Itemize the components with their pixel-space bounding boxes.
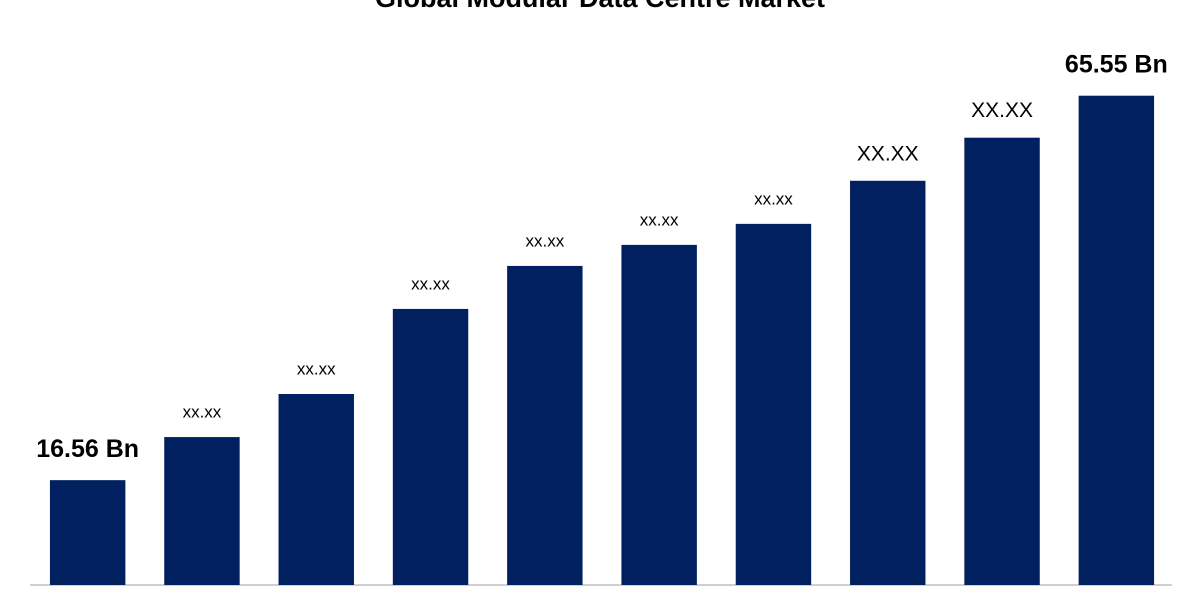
- data-label: xx.xx: [525, 231, 564, 250]
- bar: [164, 437, 240, 585]
- bar: [507, 265, 583, 585]
- data-label: XX.XX: [857, 142, 919, 165]
- bar: [49, 480, 126, 585]
- data-label: xx.xx: [754, 189, 793, 208]
- data-label: xx.xx: [411, 274, 450, 293]
- data-label: xx.xx: [640, 210, 679, 229]
- bar: [964, 137, 1040, 585]
- bar: [1078, 95, 1155, 586]
- chart-title: Global Modular Data Centre Market: [375, 0, 825, 13]
- bar: [735, 223, 812, 585]
- bar: [278, 393, 354, 585]
- bar: [392, 308, 469, 585]
- bar: [621, 244, 697, 586]
- data-label: 65.55 Bn: [1065, 50, 1168, 78]
- data-label: xx.xx: [297, 359, 336, 378]
- bar: [850, 180, 926, 585]
- data-label: xx.xx: [183, 403, 222, 422]
- data-label: XX.XX: [971, 99, 1033, 122]
- data-label: 16.56 Bn: [36, 435, 139, 463]
